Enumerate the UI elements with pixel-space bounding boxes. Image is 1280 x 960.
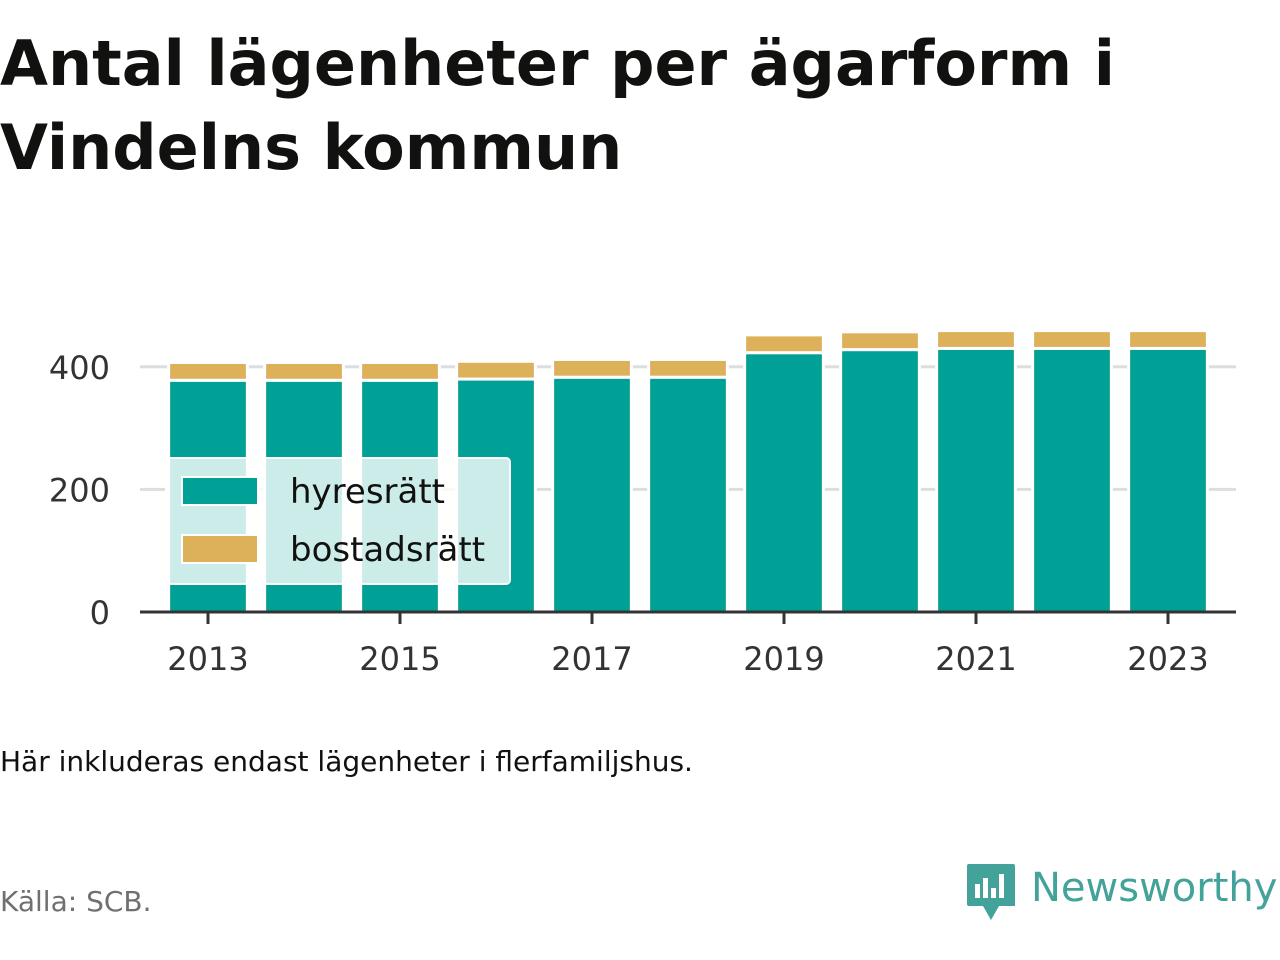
stacked-bar-chart: 0 200 400 2013 2015 2017 2019 2021 2023 hyresrät…: [49, 329, 1236, 678]
bar-bostadsratt: [935, 329, 1017, 350]
newsworthy-logo-icon: [967, 864, 1015, 920]
brand-name: Newsworthy: [1031, 865, 1278, 911]
y-tick-label: 0: [90, 594, 110, 632]
chart-title: Antal lägenheter per ägarform i Vindelns…: [0, 27, 1115, 184]
bar-bostadsratt: [551, 357, 633, 379]
x-tick-label: 2019: [743, 640, 824, 678]
bar-hyresratt: [1031, 346, 1113, 614]
bar-hyresratt: [1127, 346, 1209, 614]
bar-hyresratt: [743, 351, 825, 614]
bar-bostadsratt: [263, 360, 345, 382]
bar-bostadsratt: [455, 359, 537, 381]
bar-bostadsratt: [743, 333, 825, 355]
x-tick-label: 2015: [359, 640, 440, 678]
chart-note: Här inkluderas endast lägenheter i flerf…: [0, 745, 693, 778]
bar-hyresratt: [647, 375, 729, 614]
legend-label: hyresrätt: [290, 472, 445, 512]
bar-bostadsratt: [359, 360, 441, 382]
legend-swatch: [181, 534, 259, 564]
source-text: Källa: SCB.: [0, 885, 152, 918]
bar-bostadsratt: [839, 330, 921, 352]
x-tick-label: 2023: [1127, 640, 1208, 678]
x-tick-label: 2017: [551, 640, 632, 678]
bar-bostadsratt: [167, 360, 249, 382]
bar-hyresratt: [935, 346, 1017, 614]
x-tick-label: 2021: [935, 640, 1016, 678]
legend-label: bostadsrätt: [290, 530, 485, 570]
bar-bostadsratt: [1127, 329, 1209, 350]
legend-swatch: [181, 476, 259, 506]
bar-hyresratt: [839, 348, 921, 614]
brand-logo[interactable]: Newsworthy: [965, 862, 1277, 926]
bar-bostadsratt: [647, 357, 729, 379]
y-tick-label: 200: [49, 471, 110, 509]
y-tick-label: 400: [49, 349, 110, 387]
bar-bostadsratt: [1031, 329, 1113, 350]
x-tick-label: 2013: [167, 640, 248, 678]
legend: hyresrätt bostadsrätt: [165, 457, 511, 585]
axes: 0 200 400 2013 2015 2017 2019 2021 2023: [49, 349, 1236, 678]
bar-hyresratt: [551, 375, 633, 614]
